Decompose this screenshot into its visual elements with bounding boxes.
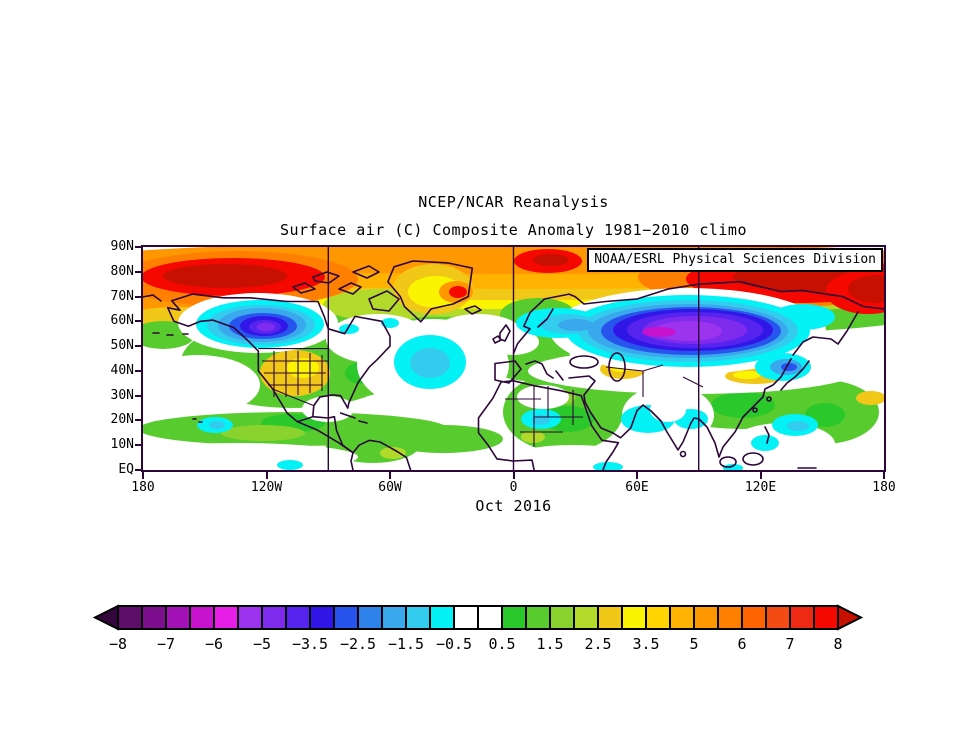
- colorbar-label: 2.5: [584, 635, 611, 653]
- lat-tick: [135, 369, 142, 372]
- lat-tick: [135, 345, 142, 348]
- map-plot-svg: [143, 247, 884, 470]
- lat-tick: [135, 270, 142, 273]
- credit-text: NOAA/ESRL Physical Sciences Division: [594, 252, 876, 267]
- lon-tick: [389, 472, 391, 479]
- colorbar-label: −8: [109, 635, 127, 653]
- colorbar-box: [645, 605, 671, 630]
- lon-tick: [512, 472, 515, 479]
- lat-tick: [135, 295, 142, 298]
- credit-box: NOAA/ESRL Physical Sciences Division: [587, 248, 883, 272]
- colorbar-label: 1.5: [536, 635, 563, 653]
- colorbar-box: [117, 605, 143, 630]
- colorbar: −8 −7 −6 −5 −3.5 −2.5 −1.5 −0.5 0.5 1.5 2.5 3.5 5 6 7 8: [92, 604, 864, 653]
- lat-label: 60N: [110, 313, 134, 329]
- colorbar-arrow-left: [92, 604, 119, 631]
- lon-label: 60E: [625, 480, 649, 495]
- colorbar-box: [501, 605, 527, 630]
- period-label: Oct 2016: [475, 497, 552, 515]
- colorbar-box: [453, 605, 479, 630]
- colorbar-box: [813, 605, 839, 630]
- colorbar-box: [357, 605, 383, 630]
- colorbar-label: −5: [253, 635, 271, 653]
- lat-tick: [135, 419, 142, 422]
- figure-subtitle: Surface air (C) Composite Anomaly 1981−2…: [279, 221, 747, 239]
- colorbar-box: [237, 605, 263, 630]
- lat-label: 80N: [110, 263, 134, 279]
- colorbar-label: 7: [785, 635, 794, 653]
- colorbar-box: [405, 605, 431, 630]
- lon-label: 180: [872, 480, 896, 495]
- colorbar-label: −6: [205, 635, 223, 653]
- colorbar-box: [165, 605, 191, 630]
- figure-title: NCEP/NCAR Reanalysis: [418, 193, 609, 211]
- colorbar-box: [621, 605, 647, 630]
- lat-label: 20N: [110, 412, 134, 428]
- scattered-cool-spots: [197, 318, 818, 470]
- lon-label: 180: [131, 480, 155, 495]
- colorbar-box: [213, 605, 239, 630]
- colorbar-box: [525, 605, 551, 630]
- lon-label: 0: [509, 480, 518, 495]
- colorbar-label: 3.5: [632, 635, 659, 653]
- lon-tick: [265, 472, 268, 479]
- political-borders: [258, 348, 704, 447]
- lat-tick: [135, 394, 142, 397]
- colorbar-box: [477, 605, 503, 630]
- colorbar-label: 5: [689, 635, 698, 653]
- canada-cold-anomaly: [178, 293, 338, 353]
- colorbar-box: [693, 605, 719, 630]
- lat-label: 90N: [110, 239, 134, 254]
- colorbar-label: 0.5: [488, 635, 515, 653]
- colorbar-box: [669, 605, 695, 630]
- lat-tick: [135, 469, 142, 471]
- lon-label: 120W: [250, 480, 283, 495]
- colorbar-box: [333, 605, 359, 630]
- lat-label: 70N: [110, 288, 134, 304]
- colorbar-label: −2.5: [340, 635, 376, 653]
- colorbar-box: [765, 605, 791, 630]
- lon-tick: [142, 472, 144, 479]
- colorbar-label: −1.5: [388, 635, 424, 653]
- coastlines: [143, 260, 884, 470]
- lat-tick: [135, 444, 142, 447]
- colorbar-box: [597, 605, 623, 630]
- colorbar-box: [789, 605, 815, 630]
- anomaly-map: NOAA/ESRL Physical Sciences Division: [141, 245, 886, 472]
- colorbar-box: [741, 605, 767, 630]
- lat-label: 50N: [110, 338, 134, 354]
- lon-label: 60W: [378, 480, 402, 495]
- colorbar-box: [573, 605, 599, 630]
- colorbar-box: [429, 605, 455, 630]
- greenland-warm-anomaly: [393, 264, 473, 314]
- colorbar-box: [717, 605, 743, 630]
- lat-label: 40N: [110, 362, 134, 378]
- lat-label: EQ: [118, 462, 134, 477]
- colorbar-box: [141, 605, 167, 630]
- colorbar-box: [381, 605, 407, 630]
- lat-label: 30N: [110, 387, 134, 403]
- lat-tick: [135, 320, 142, 323]
- colorbar-box: [549, 605, 575, 630]
- lat-label: 10N: [110, 437, 134, 453]
- colorbar-label: −3.5: [292, 635, 328, 653]
- colorbar-box: [261, 605, 287, 630]
- colorbar-box: [309, 605, 335, 630]
- lat-tick: [135, 246, 142, 248]
- colorbar-arrow-right: [837, 604, 864, 631]
- lon-tick: [636, 472, 638, 479]
- lon-tick: [759, 472, 762, 479]
- lon-tick: [883, 472, 885, 479]
- colorbar-label: −0.5: [436, 635, 472, 653]
- colorbar-label: 8: [833, 635, 842, 653]
- lon-label: 120E: [744, 480, 777, 495]
- colorbar-box: [285, 605, 311, 630]
- colorbar-box: [189, 605, 215, 630]
- colorbar-label: −7: [157, 635, 175, 653]
- siberia-cold-anomaly: [516, 288, 835, 374]
- colorbar-label: 6: [737, 635, 746, 653]
